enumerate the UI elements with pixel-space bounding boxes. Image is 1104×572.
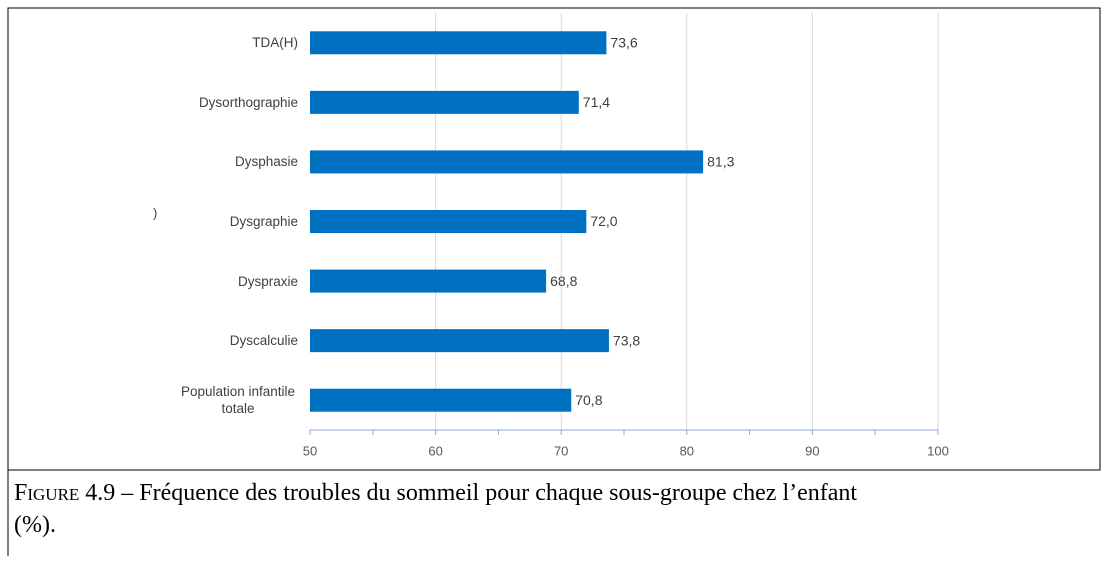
x-tick-label: 60 — [428, 443, 442, 458]
x-tick-label: 50 — [303, 443, 317, 458]
y-tick-label: Dysgraphie — [98, 202, 298, 242]
x-tick-label: 80 — [680, 443, 694, 458]
category-text: Dyspraxie — [237, 273, 298, 289]
category-text: TDA(H) — [252, 35, 298, 51]
caption-label: Figure 4.9 — [14, 480, 116, 506]
value-label: 72,0 — [590, 213, 617, 229]
bar — [310, 388, 572, 412]
value-label: 68,8 — [550, 273, 577, 289]
frame — [7, 7, 1101, 471]
y-tick-label: Dyscalculie — [98, 321, 298, 361]
caption-text: – Fréquence des troubles du sommeil pour… — [121, 480, 858, 506]
category-text: Dysgraphie — [229, 214, 298, 229]
value-label: 73,8 — [613, 332, 640, 348]
caption-line-2: (%). — [14, 512, 56, 538]
category-text: Dysphasie — [234, 154, 298, 170]
bar — [310, 329, 609, 353]
value-label: 71,4 — [583, 94, 610, 110]
category-text: Dysorthographie — [198, 94, 298, 110]
bar — [310, 90, 579, 114]
bar — [310, 269, 547, 293]
value-label: 70,8 — [575, 392, 602, 408]
x-tick-label: 90 — [805, 443, 819, 458]
y-tick-label: Dysorthographie — [98, 82, 298, 122]
x-tick-label: 100 — [927, 443, 949, 458]
category-text: Dyscalculie — [229, 333, 298, 349]
bar — [310, 31, 607, 55]
caption-line-1: Figure 4.9 – Fréquence des troubles du s… — [14, 480, 1104, 507]
bar — [310, 210, 587, 233]
value-label: 73,6 — [610, 34, 637, 50]
x-tick-label: 70 — [554, 443, 568, 458]
annotation: ) — [153, 205, 157, 220]
bar — [310, 150, 704, 174]
category-text: Population infantile totale — [180, 384, 296, 417]
y-tick-label: Population infantile totale — [98, 380, 298, 420]
y-tick-label: TDA(H) — [98, 23, 298, 63]
y-tick-label: Dysphasie — [98, 142, 298, 182]
y-tick-label: Dyspraxie — [98, 261, 298, 301]
value-label: 81,3 — [707, 154, 734, 170]
